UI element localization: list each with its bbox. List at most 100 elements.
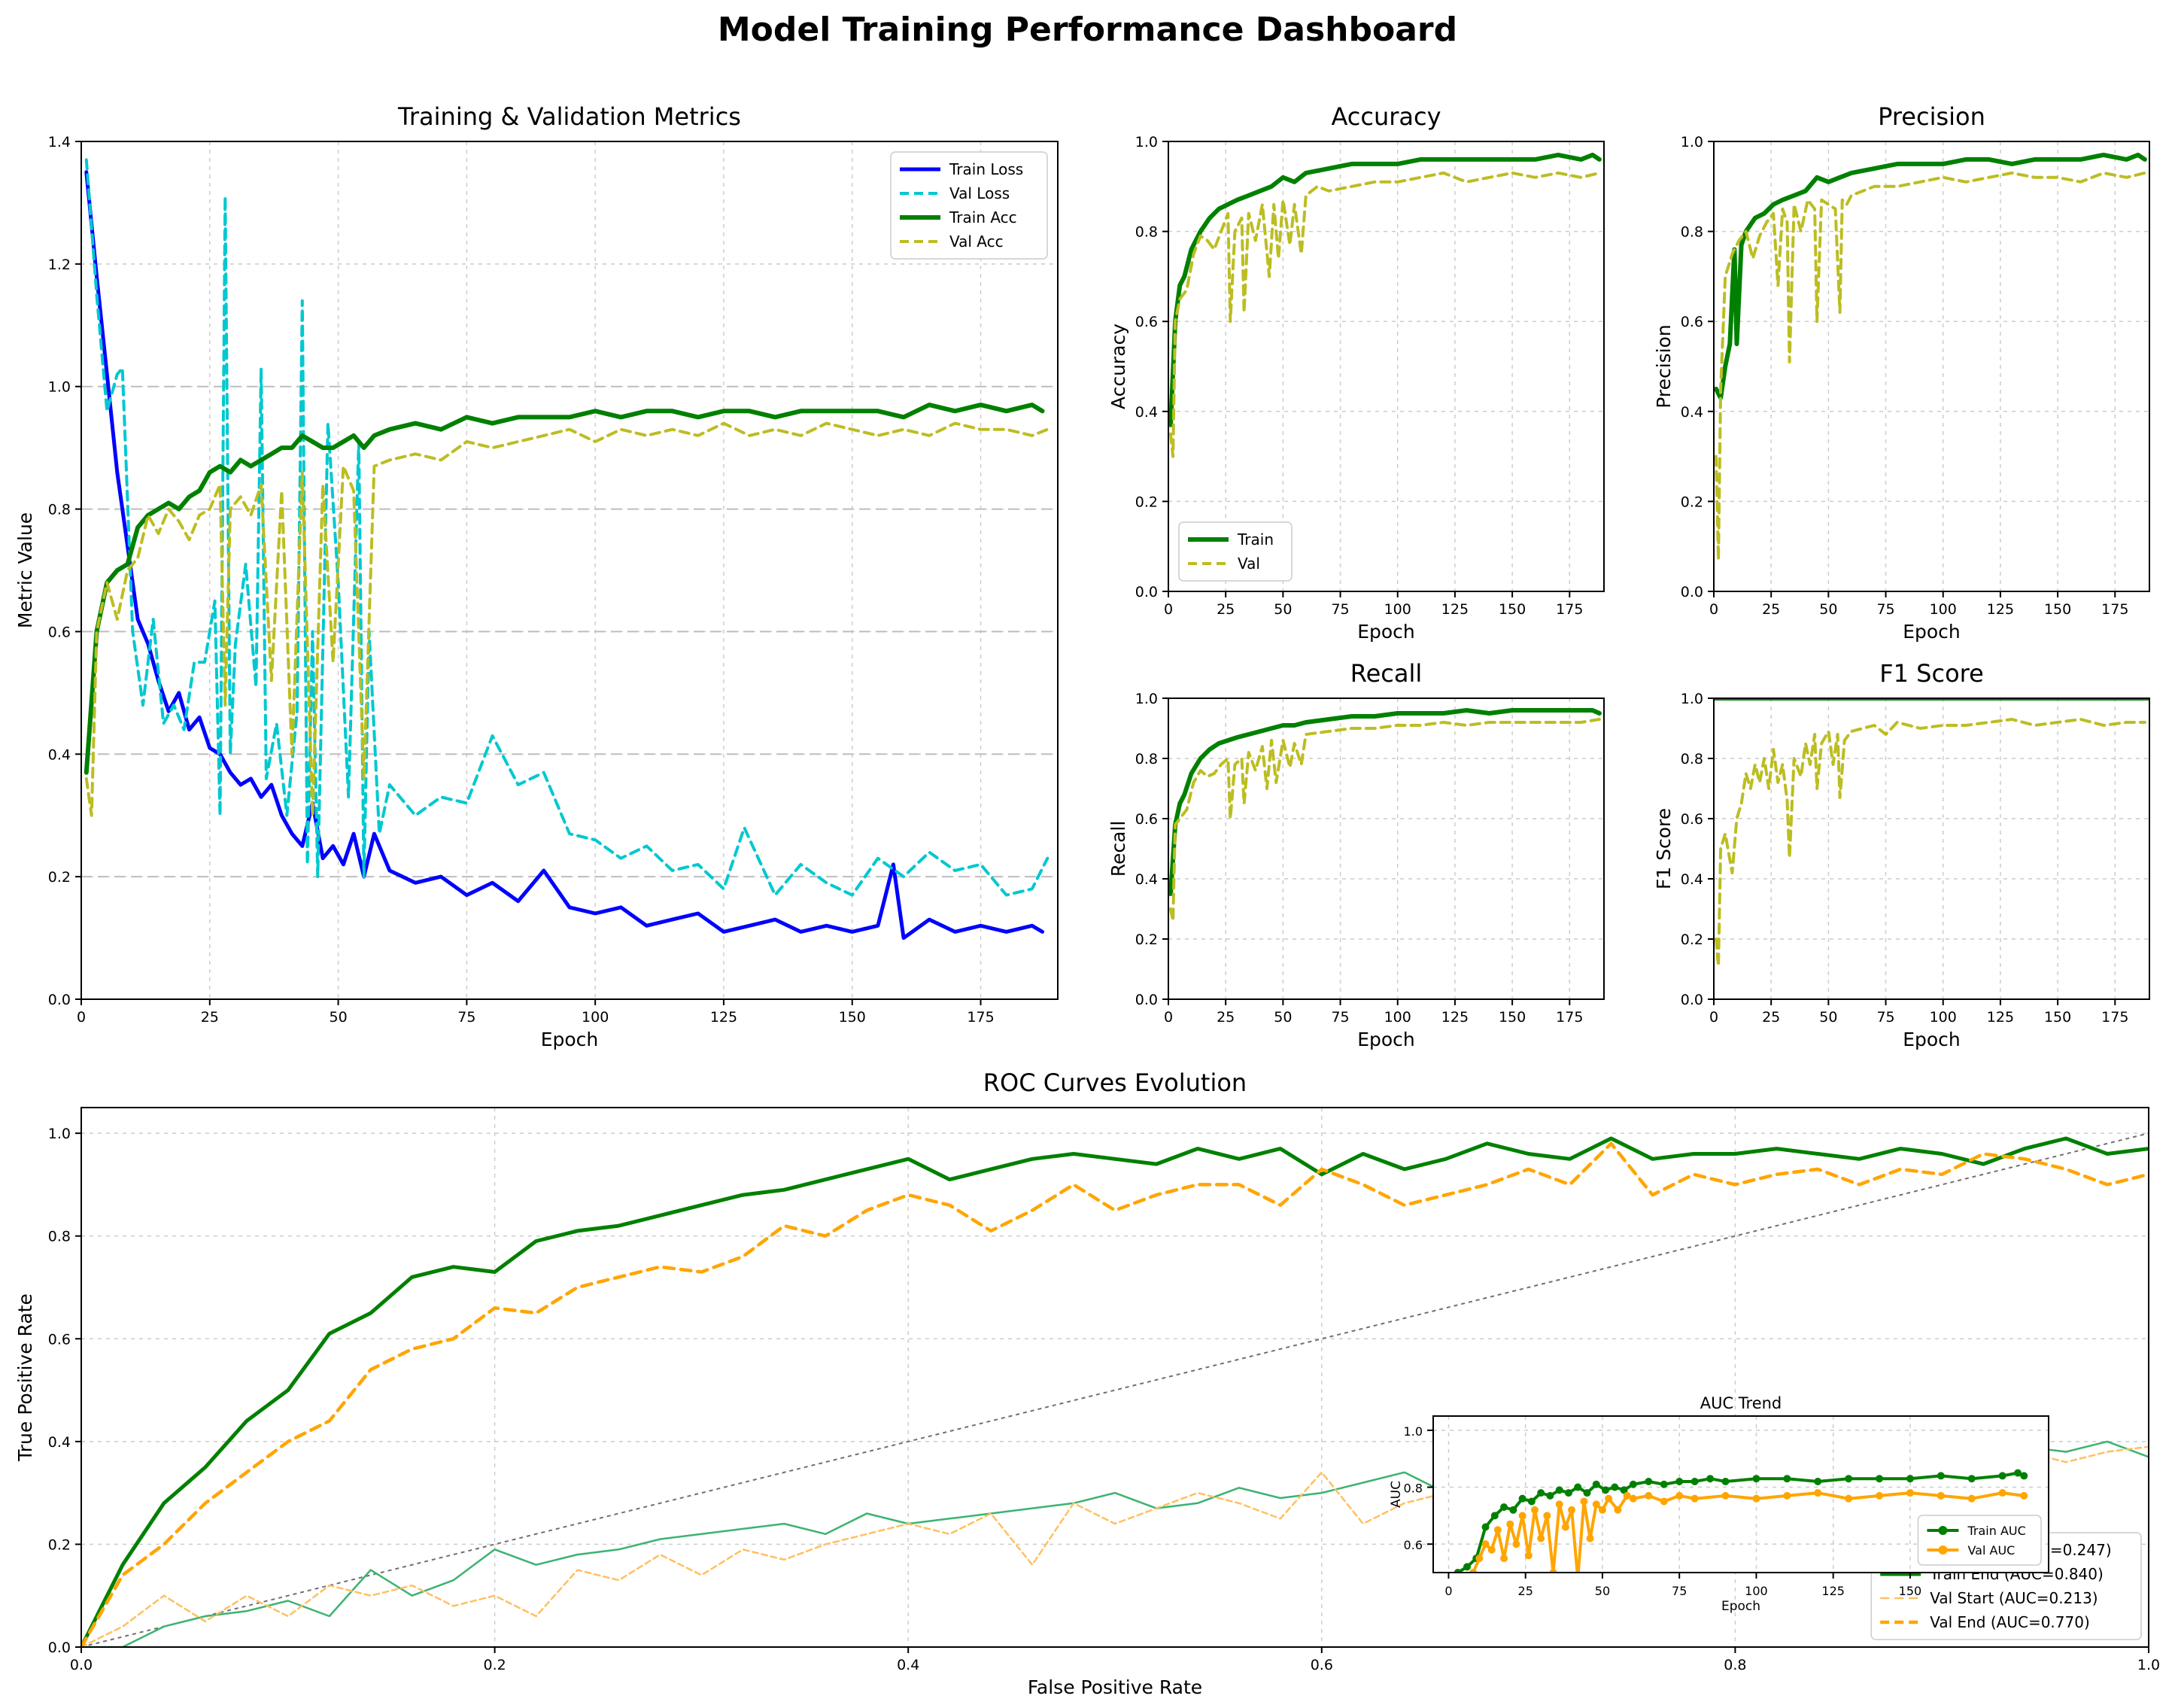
auc-series-1-point-9 — [1518, 1512, 1526, 1520]
roc-xtick-label-3: 0.6 — [1311, 1657, 1333, 1673]
accuracy-legend-label-1: Val — [1238, 555, 1260, 573]
roc-diagonal — [80, 1132, 2149, 1648]
f1-xtick-label-7: 175 — [2101, 1009, 2128, 1026]
accuracy-ylabel: Accuracy — [1107, 324, 1129, 409]
auc-ylabel: AUC — [1389, 1481, 1404, 1508]
auc-legend-label-1: Val AUC — [1967, 1543, 2015, 1558]
recall-plot-area — [1168, 698, 1604, 999]
auc-series-1-point-1 — [1469, 1569, 1478, 1573]
roc-ytick-label-1: 0.2 — [48, 1536, 71, 1553]
recall-xtick-label-5: 125 — [1441, 1009, 1469, 1026]
auc-series-1-point-4 — [1487, 1545, 1496, 1554]
main-title: Training & Validation Metrics — [397, 102, 741, 131]
panel-accuracy: 0 25 50 75 100 125 150 175 0.0 0.2 0.4 0.6 0.8 1.0 Acc… — [1107, 102, 1605, 643]
auc-series-1-point-30 — [1690, 1494, 1699, 1503]
f1-series-layer — [1714, 698, 2149, 968]
roc-xlabel: False Positive Rate — [1028, 1676, 1202, 1698]
auc-series-0-point-22 — [1660, 1480, 1668, 1488]
f1-title: F1 Score — [1879, 659, 1984, 688]
main-xtick-label-4: 100 — [582, 1009, 609, 1026]
roc-frame — [80, 1107, 2149, 1648]
recall-ylabel: Recall — [1107, 821, 1129, 877]
auc-series-0-point-17 — [1602, 1486, 1610, 1494]
accuracy-frame — [1168, 141, 1605, 592]
accuracy-xtick-label-0: 0 — [1164, 601, 1173, 618]
accuracy-series-1 — [1169, 171, 1601, 458]
auc-series-0-point-29 — [1814, 1477, 1822, 1485]
main-frame — [80, 141, 1059, 1000]
precision-ytick-label-1: 0.2 — [1681, 494, 1703, 510]
precision-title: Precision — [1878, 102, 1985, 131]
precision-xtick-label-2: 50 — [1819, 601, 1837, 618]
auc-frame — [1432, 1415, 2049, 1573]
auc-series-1-point-10 — [1524, 1551, 1533, 1560]
f1-xtick-label-3: 75 — [1876, 1009, 1894, 1026]
panel-f1: 0 25 50 75 100 125 150 175 0.0 0.2 0.4 0.6 0.8 1.0 F1 … — [1653, 659, 2150, 1050]
auc-legend-box — [1917, 1515, 2042, 1566]
main-ytick-label-3: 0.6 — [48, 624, 71, 640]
accuracy-legend: Train Val — [1178, 521, 1293, 582]
f1-xtick-label-6: 150 — [2044, 1009, 2071, 1026]
auc-series-1-point-7 — [1506, 1520, 1514, 1528]
accuracy-xtick-label-1: 25 — [1217, 601, 1235, 618]
recall-frame — [1168, 697, 1605, 1000]
auc-series-1-point-6 — [1500, 1555, 1508, 1563]
auc-series-0-point-30 — [1845, 1475, 1853, 1483]
auc-series-0-point-34 — [1967, 1475, 1976, 1483]
precision-ytick-label-3: 0.6 — [1681, 314, 1703, 330]
recall-series-1 — [1169, 718, 1601, 922]
auc-series-1-point-20 — [1586, 1534, 1594, 1542]
panel-roc: 0.0 0.2 0.4 0.6 0.8 1.0 0.0 0.2 0.4 0.6 0.8 1.0 ROC … — [14, 1068, 2160, 1698]
page-title: Model Training Performance Dashboard — [717, 11, 1458, 49]
auc-legend-marker-0 — [1938, 1526, 1948, 1535]
precision-xtick-label-0: 0 — [1709, 601, 1718, 618]
auc-series-0-point-12 — [1555, 1486, 1563, 1494]
main-xtick-label-7: 175 — [967, 1009, 994, 1026]
precision-ytick-label-0: 0.0 — [1681, 584, 1703, 600]
accuracy-xtick-label-2: 50 — [1274, 601, 1292, 618]
panel-auc: 0 25 50 75 100 125 150 0.6 0.8 1.0 AUC Trend Epoch A… — [1389, 1394, 2049, 1614]
f1-ytick-label-4: 0.8 — [1681, 751, 1703, 767]
roc-legend-label-2: Val Start (AUC=0.213) — [1930, 1589, 2098, 1607]
f1-ylabel: F1 Score — [1653, 808, 1675, 889]
precision-xtick-label-6: 150 — [2044, 601, 2071, 618]
roc-series-1 — [81, 1136, 2149, 1647]
roc-ytick-label-0: 0.0 — [48, 1640, 71, 1656]
auc-xtick-label-4: 100 — [1745, 1584, 1768, 1598]
f1-xtick-label-4: 100 — [1930, 1009, 1957, 1026]
f1-plot-area — [1714, 698, 2149, 999]
auc-series-0-point-15 — [1583, 1489, 1591, 1497]
precision-xtick-label-7: 175 — [2101, 601, 2128, 618]
precision-plot-area — [1714, 141, 2149, 591]
auc-series-0-point-18 — [1611, 1483, 1619, 1491]
f1-frame — [1713, 697, 2150, 1000]
auc-series-1-point-35 — [1845, 1494, 1853, 1503]
f1-xlabel: Epoch — [1903, 1029, 1961, 1050]
main-ytick-label-5: 1.0 — [48, 379, 71, 396]
main-legend-label-3: Val Acc — [949, 232, 1004, 251]
auc-xtick-label-2: 50 — [1595, 1584, 1610, 1598]
main-series-1 — [84, 158, 1050, 897]
accuracy-xtick-label-3: 75 — [1331, 601, 1349, 618]
recall-series-0 — [1168, 708, 1602, 896]
auc-series-0-point-36 — [2014, 1469, 2022, 1477]
auc-series-0-point-37 — [2020, 1472, 2028, 1480]
recall-xtick-label-0: 0 — [1164, 1009, 1173, 1026]
auc-series-1-point-15 — [1555, 1500, 1563, 1509]
roc-series-3 — [81, 1141, 2149, 1647]
f1-ytick-label-3: 0.6 — [1681, 811, 1703, 828]
auc-series-0-point-7 — [1509, 1506, 1517, 1514]
auc-series-0-point-31 — [1876, 1475, 1884, 1483]
accuracy-ytick-label-3: 0.6 — [1135, 314, 1158, 330]
auc-series-0-point-20 — [1629, 1480, 1637, 1488]
f1-xtick-label-0: 0 — [1709, 1009, 1718, 1026]
roc-xtick-label-2: 0.4 — [897, 1657, 919, 1673]
accuracy-xtick-label-5: 125 — [1441, 601, 1469, 618]
auc-series-0-point-33 — [1937, 1472, 1945, 1480]
auc-series-0-point-27 — [1752, 1475, 1760, 1483]
recall-xlabel: Epoch — [1357, 1029, 1415, 1050]
precision-xtick-label-4: 100 — [1930, 601, 1957, 618]
auc-series-0-point-11 — [1546, 1491, 1554, 1500]
auc-series-1-point-14 — [1549, 1569, 1557, 1573]
auc-series-1-point-22 — [1598, 1506, 1606, 1514]
